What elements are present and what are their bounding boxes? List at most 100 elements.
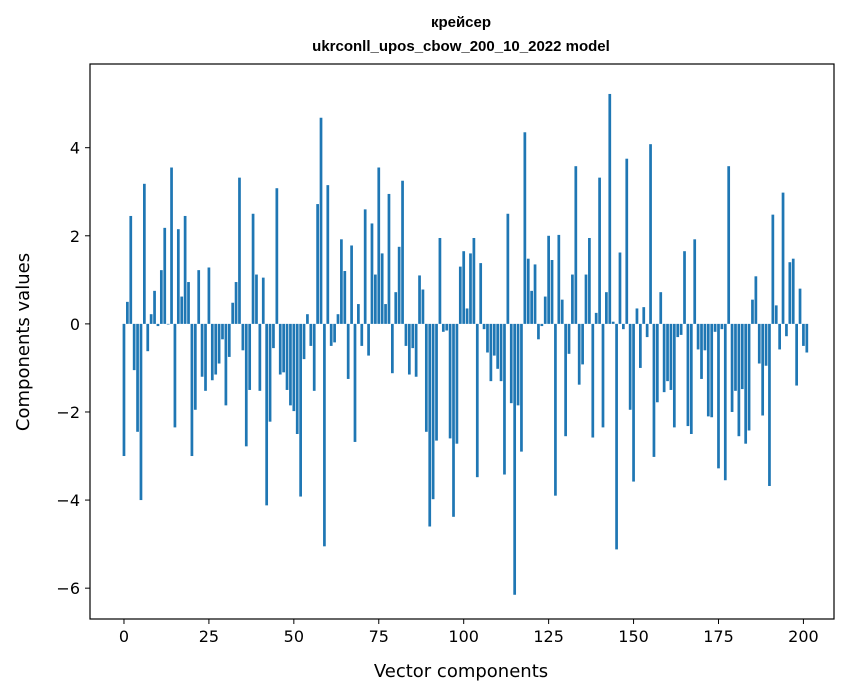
bar — [642, 307, 646, 324]
bar — [526, 258, 530, 324]
y-tick-label: −6 — [56, 579, 80, 598]
bar — [214, 323, 218, 375]
plot-frame — [89, 63, 835, 620]
bar — [438, 237, 442, 324]
bar — [210, 323, 214, 381]
bar — [357, 304, 360, 324]
bar — [574, 166, 578, 324]
bar — [173, 323, 177, 428]
bar — [608, 93, 612, 324]
bar — [323, 323, 326, 547]
bar — [622, 323, 625, 330]
bar — [143, 183, 146, 324]
bar — [370, 223, 374, 324]
bar — [193, 323, 197, 410]
bar — [577, 323, 581, 385]
bar — [234, 282, 238, 324]
bar — [350, 245, 353, 324]
bar — [744, 323, 748, 444]
bar — [166, 323, 170, 325]
bar — [217, 323, 221, 364]
bar — [299, 323, 302, 497]
bar — [686, 323, 690, 427]
bar — [221, 323, 224, 340]
bar — [764, 323, 768, 366]
bar — [547, 235, 550, 324]
bar — [781, 192, 785, 324]
bar — [292, 323, 296, 412]
bar — [149, 314, 153, 324]
bar — [655, 323, 659, 403]
bar — [795, 323, 798, 386]
bar — [666, 323, 669, 382]
bar — [251, 213, 255, 324]
bar — [564, 323, 567, 437]
bar — [391, 323, 394, 374]
bar — [486, 323, 489, 353]
bar — [516, 323, 520, 406]
bar — [747, 323, 751, 431]
bar — [153, 290, 156, 324]
bar — [543, 296, 547, 324]
bar — [316, 204, 319, 324]
bar — [723, 323, 727, 481]
bar — [771, 214, 775, 324]
bar — [499, 323, 503, 382]
bar — [567, 323, 571, 354]
bar — [319, 117, 323, 324]
bar — [353, 323, 357, 442]
bar — [696, 323, 700, 350]
bar — [768, 323, 771, 486]
bar — [618, 252, 622, 324]
bar — [717, 323, 720, 469]
bar — [204, 323, 207, 391]
bar — [129, 215, 133, 324]
bar — [645, 323, 649, 338]
y-tick-label: 2 — [70, 227, 80, 246]
bar — [757, 323, 761, 364]
bar — [598, 177, 601, 324]
bar — [363, 209, 367, 324]
bar — [805, 323, 809, 353]
bar — [693, 239, 697, 324]
bar — [183, 215, 187, 324]
bar — [309, 323, 313, 346]
bar — [306, 314, 309, 324]
bar — [424, 323, 428, 432]
bar — [628, 323, 632, 410]
bar — [710, 323, 714, 418]
bar — [554, 323, 557, 496]
bar — [639, 323, 642, 368]
bar — [343, 271, 347, 324]
bar — [401, 180, 404, 324]
bar — [380, 253, 384, 324]
bar — [397, 246, 401, 324]
bar — [730, 323, 734, 412]
bar — [159, 270, 163, 324]
bar — [458, 266, 462, 324]
bar — [404, 323, 408, 346]
x-axis-label: Vector components — [374, 661, 548, 682]
bar — [255, 274, 258, 324]
bar — [126, 301, 129, 324]
bar — [472, 237, 476, 324]
bar — [754, 276, 758, 324]
bar — [557, 234, 561, 324]
bar — [506, 213, 510, 324]
bar — [163, 227, 167, 324]
bar — [431, 323, 435, 500]
bar — [605, 292, 608, 324]
bar — [207, 267, 211, 324]
bar — [441, 323, 445, 332]
x-axis-ticks: 0 25 50 75 100 125 150 175 200 — [119, 619, 819, 646]
bar — [594, 312, 598, 324]
bar — [435, 323, 438, 441]
bar — [278, 323, 282, 375]
bar — [523, 132, 527, 324]
bar — [489, 323, 493, 382]
bar — [778, 323, 781, 350]
bar — [649, 144, 652, 324]
bar — [312, 323, 316, 391]
